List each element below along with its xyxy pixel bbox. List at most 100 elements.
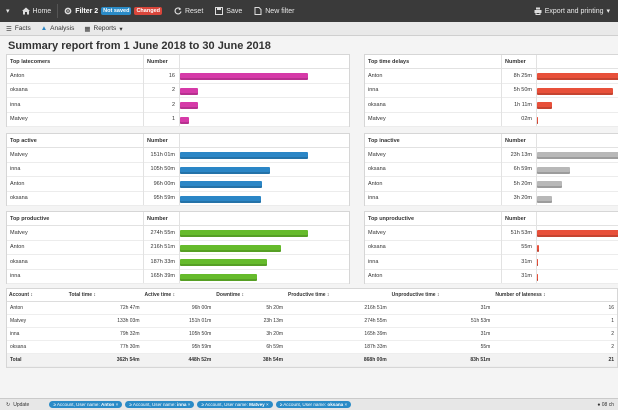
panel-header: Top active Number — [7, 134, 349, 148]
panel-row[interactable]: inna 5h 50m — [365, 84, 618, 98]
panel-row[interactable]: inna 105h 50m — [7, 163, 349, 177]
filter-chip[interactable]: ≥ Account, User name: Anton × — [49, 401, 123, 408]
panel-row[interactable]: inna 31m — [365, 255, 618, 270]
row-bar — [537, 152, 618, 159]
table-row[interactable]: Matvey 133h 03m 151h 01m 23h 13m 274h 55m 51h… — [7, 314, 617, 328]
gear-icon — [64, 7, 72, 15]
table-row[interactable]: inna 79h 32m 105h 50m 3h 20m 165h 39m 31m 2 — [7, 327, 617, 341]
row-value: 216h 51m — [150, 244, 175, 251]
panel-row[interactable]: oksana 187h 33m — [7, 255, 349, 270]
column-header[interactable]: Unproductive time ↕ — [389, 289, 494, 302]
panel-row[interactable]: Matvey 23h 13m — [365, 148, 618, 163]
panel-column-header: Number — [505, 215, 526, 222]
table-cell: inna — [7, 327, 67, 341]
filter-chip[interactable]: ≥ Account, User name: inna × — [125, 401, 195, 408]
filter-name: Filter 2 — [75, 7, 99, 15]
row-value: 8h 25m — [513, 72, 532, 79]
table-cell: 55m — [389, 340, 494, 354]
column-header[interactable]: Account ↕ — [7, 289, 67, 302]
column-header[interactable]: Total time ↕ — [66, 289, 143, 302]
home-button[interactable]: Home — [16, 0, 58, 22]
panel-row[interactable]: Anton 8h 25m — [365, 69, 618, 84]
table-row[interactable]: Anton 72h 47m 96h 00m 5h 20m 216h 51m 31m 16 — [7, 301, 617, 315]
panel-row[interactable]: Matvey 151h 01m — [7, 148, 349, 163]
column-header[interactable]: Downtime ↕ — [214, 289, 287, 302]
table-cell: 3h 20m — [214, 327, 287, 341]
row-bar — [180, 244, 281, 252]
row-bar — [180, 87, 198, 95]
panel-row[interactable]: inna 2 — [7, 98, 349, 113]
row-bar — [537, 73, 618, 80]
chip-close-icon[interactable]: × — [186, 402, 191, 407]
table-cell: 51h 53m — [389, 314, 494, 328]
lock-icon: ● — [597, 401, 601, 408]
table-body: Anton 72h 47m 96h 00m 5h 20m 216h 51m 31m 16 Ma… — [7, 301, 617, 367]
row-value: 274h 55m — [150, 229, 175, 236]
table-cell: 187h 33m — [286, 340, 390, 354]
column-divider — [143, 55, 144, 126]
filter-chip[interactable]: ≥ Account, User name: Matvey × — [197, 401, 273, 408]
toolbar-divider — [57, 4, 59, 18]
panel-row[interactable]: Anton 5h 20m — [365, 177, 618, 192]
chip-close-icon[interactable]: × — [264, 402, 269, 407]
panel-row[interactable]: inna 3h 20m — [365, 192, 618, 206]
menu-button[interactable]: ▾ — [0, 0, 16, 22]
column-divider — [501, 134, 502, 205]
save-button[interactable]: Save — [209, 0, 248, 22]
panel-row[interactable]: Matvey 274h 55m — [7, 226, 349, 241]
filter-chip[interactable]: ≥ Account, User name: oksana × — [275, 401, 352, 408]
panel-row[interactable]: oksana 2 — [7, 84, 349, 98]
panel-title: Top productive — [10, 215, 50, 222]
new-filter-button[interactable]: New filter — [248, 0, 300, 22]
reset-button[interactable]: Reset — [168, 0, 209, 22]
row-name: Matvey — [368, 151, 386, 158]
panel-row[interactable]: oksana 6h 59m — [365, 163, 618, 177]
table-cell: 31m — [389, 327, 494, 341]
row-bar — [537, 102, 552, 109]
panel-row[interactable]: inna 165h 39m — [7, 270, 349, 284]
column-divider — [536, 212, 537, 283]
analysis-button[interactable]: ▲ Analysis — [41, 25, 75, 32]
row-value: 105h 50m — [150, 166, 175, 173]
column-divider — [536, 134, 537, 205]
row-bar — [537, 166, 570, 174]
chip-close-icon[interactable]: × — [343, 402, 348, 407]
reports-dropdown[interactable]: ▦ Reports ▾ — [84, 25, 122, 33]
panel-row[interactable]: oksana 1h 11m — [365, 98, 618, 113]
total-cell: Total — [7, 353, 67, 367]
panel-row[interactable]: Matvey 02m — [365, 113, 618, 127]
column-header[interactable]: Productive time ↕ — [286, 289, 390, 302]
export-printing-button[interactable]: Export and printing ▾ — [528, 0, 618, 22]
chip-close-icon[interactable]: × — [114, 402, 119, 407]
table-row[interactable]: oksana 77h 30m 95h 59m 6h 59m 187h 33m 55m 2 — [7, 340, 617, 354]
column-header[interactable]: Number of lateness ↕ — [493, 289, 617, 302]
panel-row[interactable]: Matvey 51h 53m — [365, 226, 618, 241]
row-name: Anton — [10, 244, 25, 251]
page-info-text: 08 ch — [601, 401, 614, 408]
row-value: 165h 39m — [150, 273, 175, 280]
filter-selector[interactable]: Filter 2 Not saved Changed — [58, 0, 168, 22]
panel-row[interactable]: Matvey 1 — [7, 113, 349, 127]
table-cell: 96h 00m — [142, 301, 215, 315]
update-button[interactable]: ↻ Update — [0, 402, 35, 408]
panel-row[interactable]: Anton 31m — [365, 270, 618, 284]
not-saved-badge: Not saved — [101, 7, 132, 15]
column-header[interactable]: Active time ↕ — [142, 289, 215, 302]
row-value: 2 — [171, 87, 175, 94]
row-name: oksana — [10, 87, 28, 94]
row-bar — [537, 181, 562, 188]
row-bar — [537, 230, 618, 237]
panel-row[interactable]: oksana 95h 59m — [7, 192, 349, 206]
list-icon: ☰ — [6, 25, 12, 33]
panel-row[interactable]: Anton 16 — [7, 69, 349, 84]
panel-row[interactable]: Anton 216h 51m — [7, 241, 349, 255]
column-divider — [179, 212, 180, 283]
row-bar — [537, 273, 538, 281]
row-bar — [180, 102, 198, 109]
total-cell: 38h 54m — [214, 353, 287, 367]
table-cell: 2 — [493, 327, 617, 341]
facts-button[interactable]: ☰ Facts — [6, 25, 31, 33]
panel-row[interactable]: Anton 96h 00m — [7, 177, 349, 192]
panel-row[interactable]: oksana 55m — [365, 241, 618, 255]
panel-top-unproductive: Top unproductive Number Matvey 51h 53m oksan… — [364, 211, 618, 284]
